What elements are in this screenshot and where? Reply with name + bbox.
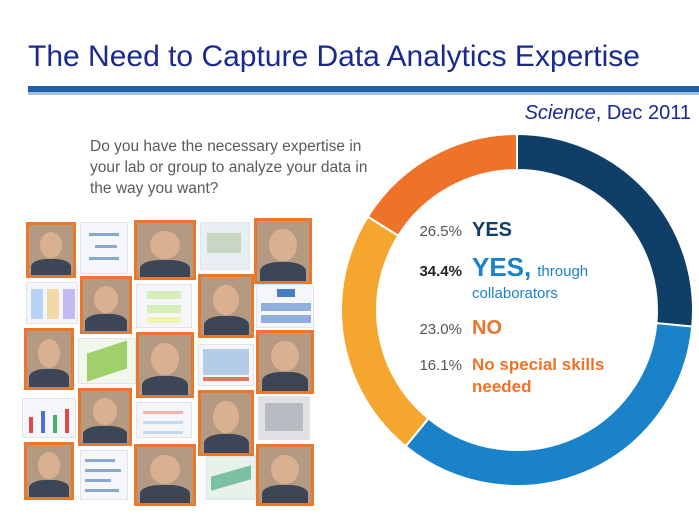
workflow-diagram-thumbnail xyxy=(80,222,128,274)
slice-value-label: 34.4% xyxy=(419,263,462,280)
donut-slice-4 xyxy=(366,132,518,238)
process-diagram-thumbnail xyxy=(136,284,192,328)
researcher-photo xyxy=(26,222,76,278)
source-date: , Dec 2011 xyxy=(595,102,691,124)
source-citation: Science, Dec 2011 xyxy=(525,102,691,125)
survey-question: Do you have the necessary expertise in y… xyxy=(90,138,368,197)
slice-value-label: 23.0% xyxy=(419,321,462,338)
slice-category-label: NO xyxy=(472,317,502,339)
researcher-photo xyxy=(198,390,254,456)
title-rule xyxy=(28,86,699,92)
researcher-photo xyxy=(134,444,196,506)
researcher-photo xyxy=(256,444,314,506)
slice-category-label: YES, through collaborators xyxy=(472,252,588,302)
slice-value-label: 26.5% xyxy=(419,223,462,240)
slice-value-label: 16.1% xyxy=(419,357,462,374)
researcher-photo xyxy=(256,330,314,394)
network-diagram-thumbnail xyxy=(256,284,314,328)
slice-category-label: YES xyxy=(472,219,512,241)
map-thumbnail xyxy=(200,222,250,270)
table-thumbnail xyxy=(136,402,192,438)
researcher-photo xyxy=(24,442,74,500)
bar-chart-thumbnail xyxy=(22,398,76,438)
flowchart-thumbnail xyxy=(26,282,78,324)
heatmap-thumbnail xyxy=(198,344,254,386)
donut-slice-3 xyxy=(340,215,430,448)
code-listing-thumbnail xyxy=(80,450,128,500)
researcher-photo xyxy=(136,332,194,398)
researcher-photo xyxy=(24,328,74,390)
surface-plot-thumbnail xyxy=(78,338,136,384)
researcher-photo xyxy=(254,218,312,284)
donut-slice-2 xyxy=(404,322,694,487)
grayscale-image-thumbnail xyxy=(258,396,310,440)
researcher-photo xyxy=(78,388,132,446)
source-publication: Science xyxy=(524,102,596,124)
slide-title: The Need to Capture Data Analytics Exper… xyxy=(28,40,640,73)
researcher-photo xyxy=(198,274,254,338)
landscape-plot-thumbnail xyxy=(206,456,256,500)
slice-category-label: No special skills needed xyxy=(472,355,604,396)
title-rule-shadow xyxy=(28,92,699,95)
researcher-photo xyxy=(134,220,196,280)
researcher-photo xyxy=(80,276,132,334)
